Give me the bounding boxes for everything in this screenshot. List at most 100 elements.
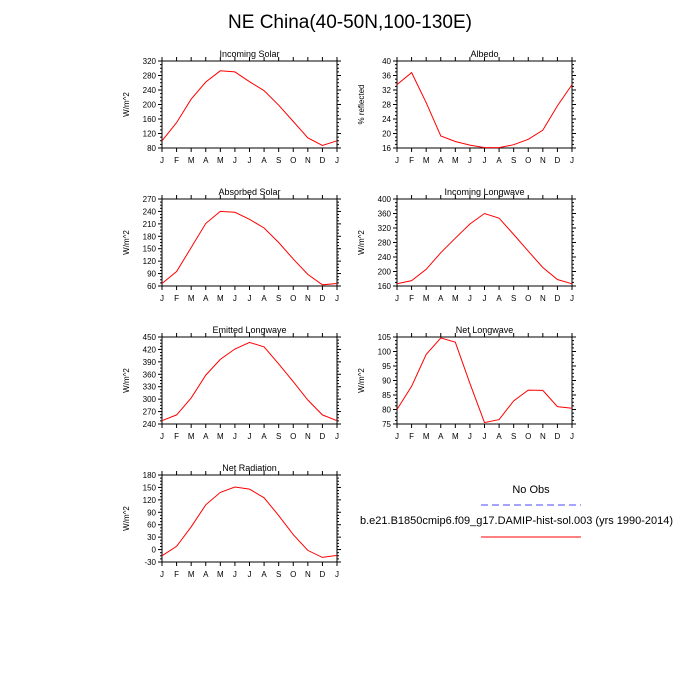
y-tick-label: 330 [143, 383, 157, 392]
x-tick-label: F [174, 294, 179, 303]
x-tick-label: M [217, 570, 224, 579]
x-tick-label: F [174, 570, 179, 579]
x-tick-label: O [525, 294, 531, 303]
x-tick-label: A [438, 294, 444, 303]
y-axis-label: W/m^2 [357, 368, 366, 393]
y-tick-label: 80 [382, 406, 391, 415]
x-tick-label: S [276, 432, 281, 441]
y-tick-label: 90 [382, 377, 391, 386]
plot-frame [396, 60, 573, 149]
x-tick-label: A [261, 156, 267, 165]
x-tick-label: J [248, 432, 252, 441]
y-tick-label: -30 [144, 558, 156, 567]
x-tick-label: A [438, 432, 444, 441]
y-tick-label: 400 [378, 195, 392, 204]
y-tick-label: 280 [143, 72, 157, 81]
x-tick-label: A [496, 156, 502, 165]
y-tick-label: 16 [382, 144, 391, 153]
x-tick-label: J [160, 294, 164, 303]
x-tick-label: A [496, 432, 502, 441]
x-tick-label: J [160, 156, 164, 165]
y-axis-label: W/m^2 [357, 230, 366, 255]
y-tick-label: 240 [143, 420, 157, 429]
y-tick-label: 90 [147, 508, 156, 517]
x-tick-label: O [525, 156, 531, 165]
y-tick-label: 80 [147, 144, 156, 153]
plot-frame [161, 336, 338, 425]
plot-frame [161, 474, 338, 563]
x-tick-label: J [335, 570, 339, 579]
x-tick-label: A [203, 570, 209, 579]
x-tick-label: J [395, 432, 399, 441]
x-tick-label: J [248, 156, 252, 165]
y-axis-label: W/m^2 [122, 92, 131, 117]
y-tick-label: 300 [143, 395, 157, 404]
x-tick-label: J [233, 570, 237, 579]
x-tick-label: M [188, 570, 195, 579]
x-tick-label: D [555, 294, 561, 303]
y-tick-label: 180 [143, 232, 157, 241]
x-tick-label: J [468, 294, 472, 303]
y-tick-label: 75 [382, 420, 391, 429]
y-tick-label: 390 [143, 358, 157, 367]
x-tick-label: N [305, 156, 311, 165]
x-tick-label: M [188, 156, 195, 165]
x-tick-label: A [203, 294, 209, 303]
x-tick-label: M [188, 294, 195, 303]
y-tick-label: 24 [382, 115, 391, 124]
x-tick-label: F [409, 294, 414, 303]
x-tick-label: F [409, 156, 414, 165]
x-tick-label: J [483, 156, 487, 165]
series-line [396, 337, 573, 424]
x-tick-label: A [496, 294, 502, 303]
y-tick-label: 240 [143, 207, 157, 216]
x-tick-label: D [320, 294, 326, 303]
x-tick-label: O [290, 570, 296, 579]
y-tick-label: 270 [143, 195, 157, 204]
x-tick-label: S [511, 156, 516, 165]
chart-title: Net Longwave [456, 325, 514, 335]
y-tick-label: 270 [143, 408, 157, 417]
legend-model-label: b.e21.B1850cmip6.f09_g17.DAMIP-hist-sol.… [360, 515, 673, 527]
y-tick-label: 60 [147, 521, 156, 530]
y-tick-label: 28 [382, 101, 391, 110]
x-tick-label: M [423, 294, 430, 303]
x-tick-label: M [452, 156, 459, 165]
x-tick-label: M [217, 156, 224, 165]
chart-title: Absorbed Solar [218, 187, 280, 197]
y-tick-label: 420 [143, 345, 157, 354]
series-line [161, 210, 338, 286]
y-tick-label: 360 [378, 210, 392, 219]
x-tick-label: M [452, 432, 459, 441]
x-tick-label: J [570, 294, 574, 303]
x-tick-label: A [261, 570, 267, 579]
x-tick-label: O [525, 432, 531, 441]
y-tick-label: 85 [382, 391, 391, 400]
y-tick-label: 36 [382, 72, 391, 81]
y-tick-label: 240 [143, 86, 157, 95]
x-tick-label: F [174, 432, 179, 441]
x-tick-label: F [174, 156, 179, 165]
x-tick-label: J [395, 156, 399, 165]
x-tick-label: A [438, 156, 444, 165]
x-tick-label: S [276, 570, 281, 579]
x-tick-label: M [217, 432, 224, 441]
x-tick-label: O [290, 156, 296, 165]
x-tick-label: J [233, 156, 237, 165]
x-tick-label: N [305, 570, 311, 579]
y-tick-label: 160 [143, 115, 157, 124]
y-tick-label: 450 [143, 333, 157, 342]
y-tick-label: 120 [143, 496, 157, 505]
x-tick-label: M [217, 294, 224, 303]
y-tick-label: 95 [382, 362, 391, 371]
plot-frame [161, 198, 338, 287]
y-tick-label: 100 [378, 348, 392, 357]
y-tick-label: 30 [147, 533, 156, 542]
x-tick-label: N [540, 156, 546, 165]
series-line [161, 486, 338, 558]
series-line [161, 70, 338, 147]
